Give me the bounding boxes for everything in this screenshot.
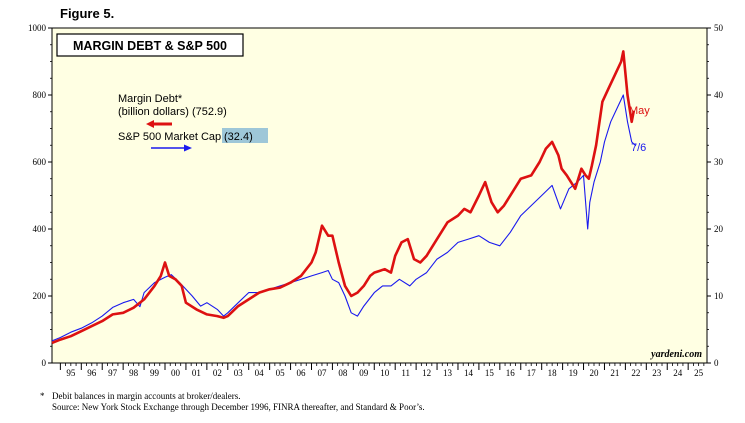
x-axis-tick-label: 22 xyxy=(631,368,640,378)
footnote-text: Debit balances in margin accounts at bro… xyxy=(52,391,241,401)
legend-margin-debt-line2: (billion dollars) (752.9) xyxy=(118,106,227,118)
x-axis-tick-label: 11 xyxy=(401,368,410,378)
x-axis-tick-label: 17 xyxy=(527,368,537,378)
footnote-line-1: * Debit balances in margin accounts at br… xyxy=(40,391,425,402)
right-axis-tick-label: 20 xyxy=(714,224,724,234)
legend-sp500-value-highlight xyxy=(222,128,268,143)
x-axis-tick-label: 96 xyxy=(87,368,97,378)
x-axis-tick-label: 98 xyxy=(129,368,139,378)
x-axis-tick-label: 18 xyxy=(548,368,558,378)
right-axis-tick-label: 40 xyxy=(714,90,724,100)
x-axis-tick-label: 10 xyxy=(380,368,390,378)
chart-title: MARGIN DEBT & S&P 500 xyxy=(73,39,227,53)
right-axis-tick-label: 30 xyxy=(714,157,724,167)
right-axis-tick-label: 50 xyxy=(714,23,724,33)
x-axis-tick-label: 99 xyxy=(150,368,160,378)
footnote-line-2: Source: New York Stock Exchange through … xyxy=(40,402,425,413)
margin-debt-end-label: May xyxy=(629,105,650,117)
title-box xyxy=(56,33,244,57)
x-axis-tick-label: 19 xyxy=(569,368,579,378)
legend-margin-debt-arrow xyxy=(146,120,172,128)
x-axis-tick-label: 07 xyxy=(317,368,327,378)
x-axis-tick-label: 20 xyxy=(589,368,599,378)
x-axis-tick-label: 24 xyxy=(673,368,683,378)
x-axis-tick-label: 08 xyxy=(338,368,348,378)
footnote-marker: * xyxy=(40,391,45,401)
x-axis-tick-label: 14 xyxy=(464,368,474,378)
legend-sp500-arrow xyxy=(151,144,192,152)
margin-debt-line xyxy=(51,50,636,345)
plot-background xyxy=(51,27,708,364)
x-axis-tick-label: 02 xyxy=(213,368,222,378)
left-axis-tick-label: 400 xyxy=(33,224,47,234)
left-axis-tick-label: 0 xyxy=(42,358,47,368)
left-axis-tick-label: 600 xyxy=(33,157,47,167)
footnote-source: Source: New York Stock Exchange through … xyxy=(52,402,425,412)
x-axis-tick-label: 13 xyxy=(443,368,453,378)
sp500-end-label: 7/6 xyxy=(631,142,646,154)
left-axis-tick-label: 1000 xyxy=(28,23,47,33)
right-axis-tick-label: 10 xyxy=(714,291,724,301)
x-axis-tick-label: 21 xyxy=(610,368,619,378)
series-layer xyxy=(51,50,637,345)
x-axis-tick-label: 95 xyxy=(66,368,76,378)
x-axis-tick-label: 12 xyxy=(422,368,431,378)
x-axis-tick-label: 15 xyxy=(485,368,495,378)
x-axis-tick-label: 16 xyxy=(506,368,516,378)
x-axis-tick-label: 09 xyxy=(359,368,369,378)
legend-margin-debt-line1: Margin Debt* xyxy=(118,93,183,105)
x-axis-tick-label: 06 xyxy=(297,368,307,378)
right-axis-tick-label: 0 xyxy=(714,358,719,368)
x-axis-tick-label: 05 xyxy=(276,368,286,378)
x-axis-tick-label: 03 xyxy=(234,368,244,378)
legend-sp500-value: (32.4) xyxy=(224,131,253,143)
x-axis-tick-label: 97 xyxy=(108,368,118,378)
x-axis-tick-label: 00 xyxy=(171,368,181,378)
figure-label: Figure 5. xyxy=(60,6,115,21)
watermark: yardeni.com xyxy=(650,349,702,360)
legend-sp500-label: S&P 500 Market Cap xyxy=(118,131,221,143)
left-axis-tick-label: 200 xyxy=(33,291,47,301)
x-axis-tick-label: 04 xyxy=(255,368,265,378)
x-axis-tick-label: 25 xyxy=(694,368,704,378)
x-axis-tick-label: 01 xyxy=(192,368,201,378)
x-axis-tick-label: 23 xyxy=(652,368,662,378)
left-axis-tick-label: 800 xyxy=(33,90,47,100)
footnote: * Debit balances in margin accounts at br… xyxy=(40,391,425,413)
